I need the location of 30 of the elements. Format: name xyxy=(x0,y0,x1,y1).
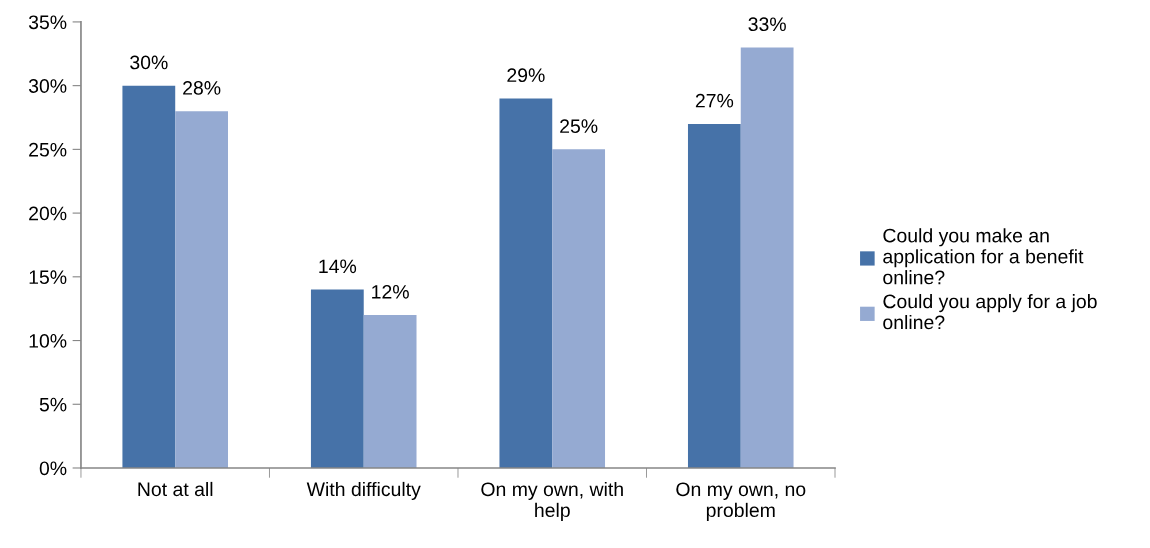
bar xyxy=(499,98,553,468)
y-tick-label: 25% xyxy=(29,142,67,157)
x-tick-label: With difficulty xyxy=(306,481,421,501)
data-label: 29% xyxy=(507,68,545,83)
y-tick-label: 15% xyxy=(29,270,67,285)
x-tick-label: On my own, no problem xyxy=(676,482,806,521)
legend-label: Could you apply for a job online? xyxy=(883,294,1097,330)
y-tick-label: 35% xyxy=(28,15,67,30)
data-label: 33% xyxy=(748,17,786,32)
y-tick-label: 20% xyxy=(29,206,67,221)
data-label: 27% xyxy=(695,93,734,108)
x-tick-label: On my own, with help xyxy=(481,481,623,521)
legend-label: Could you make an application for a benefit online? xyxy=(883,228,1084,285)
bar xyxy=(740,47,794,468)
bar xyxy=(310,289,364,468)
y-tick-label: 10% xyxy=(29,334,67,348)
bar xyxy=(552,149,606,468)
data-label: 28% xyxy=(183,81,221,95)
data-label: 12% xyxy=(372,284,409,299)
x-tick-label: Not at all xyxy=(138,481,213,497)
bar xyxy=(363,315,417,468)
y-tick-label: 0% xyxy=(39,461,67,476)
data-label: 25% xyxy=(560,119,598,134)
data-label: 14% xyxy=(319,259,357,274)
bar xyxy=(122,85,176,468)
y-tick-label: 30% xyxy=(28,79,67,93)
y-tick-label: 5% xyxy=(39,397,67,412)
bar xyxy=(687,123,741,468)
bar xyxy=(175,111,228,468)
data-label: 30% xyxy=(130,55,168,70)
